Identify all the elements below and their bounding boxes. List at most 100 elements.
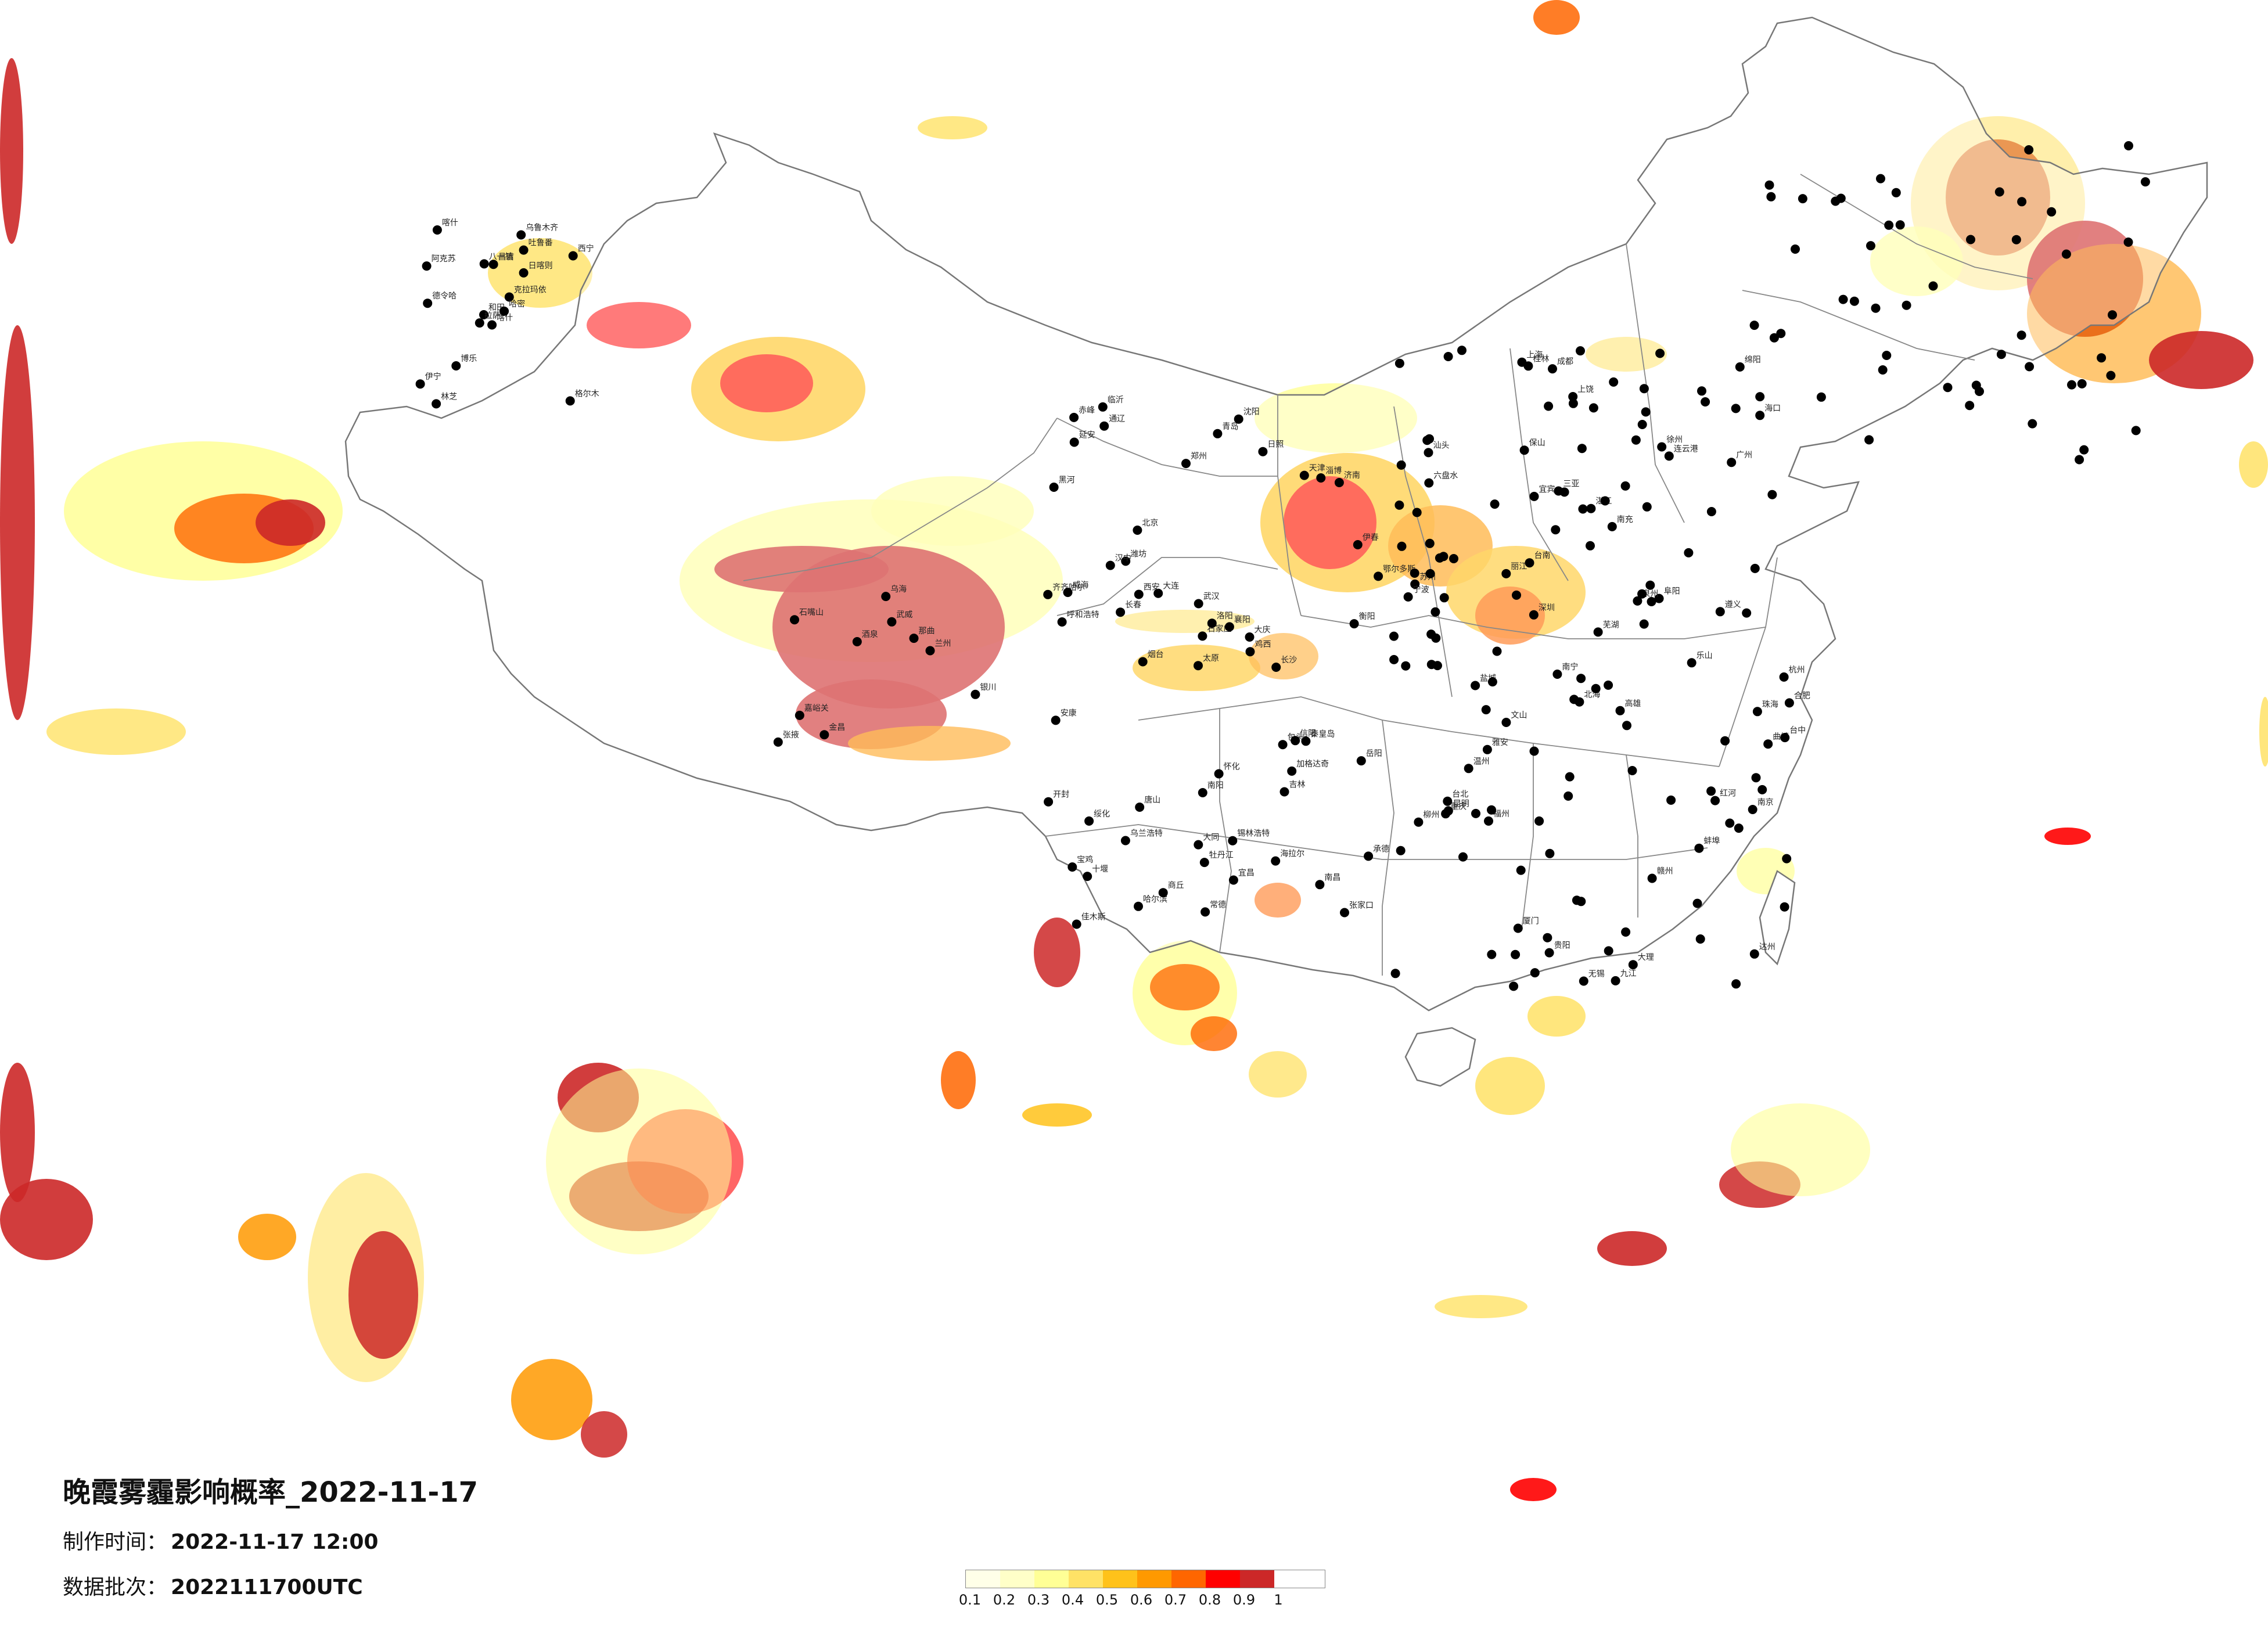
city-dot — [2025, 362, 2035, 372]
city-dot — [1757, 785, 1767, 794]
city-dot — [1576, 674, 1586, 684]
city-dot — [1425, 569, 1435, 578]
city-dot — [1513, 923, 1523, 933]
city-label: 天津 — [1309, 464, 1325, 473]
city-label: 烟台 — [1148, 650, 1164, 660]
city-dot — [1501, 718, 1511, 727]
city-dot — [925, 646, 935, 656]
city-dot — [1439, 593, 1449, 603]
city-dot — [1639, 384, 1649, 394]
city-label: 上饶 — [1577, 385, 1594, 394]
city-label: 威海 — [1073, 581, 1089, 590]
city-dot — [1891, 188, 1901, 197]
city-dot — [1228, 875, 1238, 885]
city-dot — [1742, 608, 1752, 618]
city-dot — [1604, 946, 1613, 956]
city-label: 大理 — [1638, 953, 1654, 962]
city-label: 乌兰浩特 — [1130, 829, 1163, 839]
city-dot — [1334, 478, 1344, 487]
city-dot — [1105, 560, 1115, 570]
city-label: 长沙 — [1281, 656, 1297, 665]
city-label: 张掖 — [783, 731, 799, 740]
city-dot — [1245, 632, 1255, 642]
city-dot — [1628, 960, 1638, 970]
city-dot — [1158, 888, 1168, 898]
city-dot — [1198, 788, 1207, 797]
city-label: 鸡西 — [1255, 639, 1271, 649]
city-dot — [1784, 698, 1794, 708]
city-dot — [568, 251, 578, 261]
city-dot — [1684, 548, 1694, 557]
city-dot — [1615, 706, 1625, 715]
city-label: 兰州 — [935, 639, 951, 649]
city-dot — [1586, 541, 1595, 551]
city-dot — [1750, 563, 1760, 573]
city-label: 信阳 — [1300, 729, 1316, 738]
city-dot — [1120, 836, 1130, 846]
city-dot — [1207, 618, 1217, 628]
city-label: 珠海 — [1762, 700, 1778, 709]
city-dot — [1878, 365, 1888, 375]
data-batch: 数据批次： 2022111700UTC — [63, 1570, 478, 1600]
city-dot — [1424, 448, 1433, 458]
city-label: 哈尔滨 — [1143, 895, 1167, 904]
city-dot — [423, 298, 433, 308]
city-dot — [2108, 310, 2117, 320]
city-label: 深圳 — [1539, 603, 1555, 613]
city-dot — [1971, 380, 1981, 390]
city-dot — [1044, 797, 1054, 807]
legend-tick-label: 0.5 — [1095, 1592, 1119, 1608]
city-label: 延安 — [1079, 431, 1095, 440]
city-dot — [1647, 597, 1656, 606]
city-label: 襄阳 — [1234, 615, 1250, 624]
city-dot — [1299, 470, 1309, 480]
city-label: 怀化 — [1224, 762, 1240, 772]
legend-tick-label: 0.6 — [1130, 1592, 1153, 1608]
city-dot — [1548, 364, 1557, 374]
city-dot — [1764, 180, 1774, 190]
city-label: 通辽 — [1109, 415, 1125, 424]
city-dot — [1194, 599, 1203, 609]
city-dot — [1516, 865, 1526, 875]
city-dot — [1523, 361, 1533, 371]
city-dot — [881, 592, 891, 602]
city-label: 伊宁 — [425, 372, 441, 382]
city-label: 南昌 — [1324, 873, 1340, 882]
city-label: 齐齐哈尔 — [1052, 583, 1085, 592]
city-dot — [1545, 848, 1555, 858]
city-dot — [1121, 556, 1131, 566]
city-dot — [1701, 397, 1710, 406]
city-dot — [1578, 504, 1588, 514]
city-label: 常德 — [1210, 900, 1226, 909]
city-dot — [1965, 401, 1975, 411]
city-dot — [1487, 949, 1497, 959]
city-dot — [1552, 670, 1562, 679]
city-dot — [1057, 617, 1067, 627]
city-label: 哈密 — [509, 299, 525, 309]
city-label: 阿克苏 — [432, 254, 456, 264]
city-label: 雅安 — [1492, 738, 1508, 747]
city-label: 柳州 — [1423, 810, 1439, 820]
city-dot — [1749, 321, 1759, 330]
city-dot — [1633, 596, 1642, 606]
city-label: 重庆 — [1450, 802, 1467, 811]
city-label: 德令哈 — [432, 292, 457, 301]
city-label: 吉林 — [1289, 780, 1306, 790]
city-label: 汉中 — [1115, 554, 1131, 563]
city-dot — [1396, 460, 1406, 470]
city-dot — [887, 617, 897, 627]
city-label: 六盘水 — [1433, 471, 1458, 481]
city-dot — [1710, 796, 1720, 805]
city-dot — [1490, 499, 1500, 509]
city-dot — [1194, 661, 1203, 671]
city-dot — [516, 230, 526, 240]
city-dot — [422, 261, 432, 271]
city-label: 汕头 — [1433, 441, 1450, 450]
city-label: 林芝 — [441, 392, 457, 401]
city-dot — [1529, 610, 1539, 620]
city-dot — [1530, 968, 1540, 978]
city-label: 遵义 — [1725, 599, 1741, 609]
city-dot — [1647, 873, 1657, 883]
legend-tick-label: 0.3 — [1027, 1592, 1050, 1608]
legend-tick-label: 0.4 — [1061, 1592, 1084, 1608]
